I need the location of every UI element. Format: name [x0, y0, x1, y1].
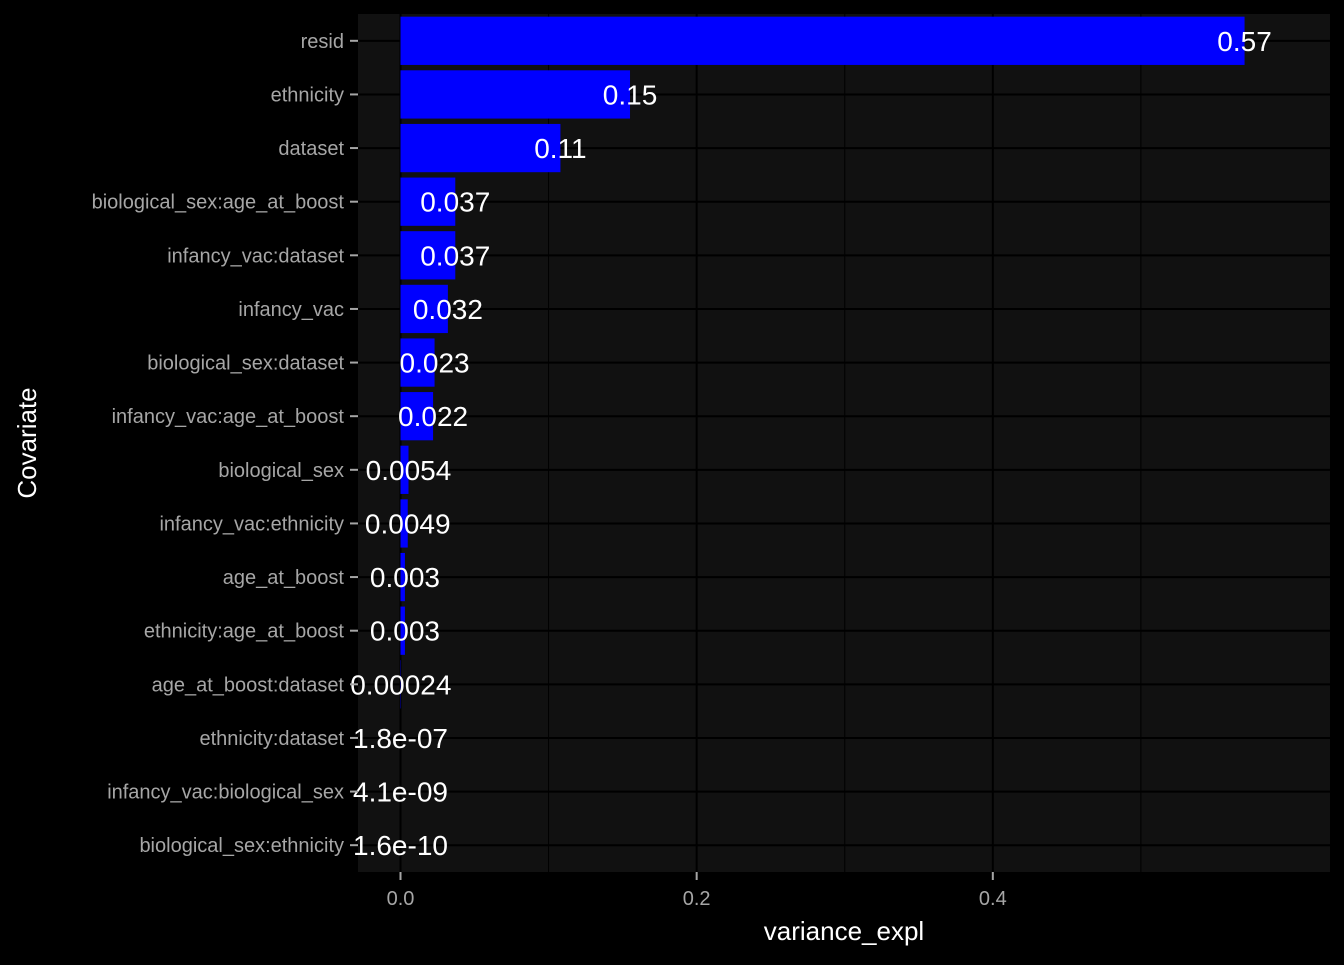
- category-label: ethnicity:age_at_boost: [144, 621, 345, 643]
- category-label: infancy_vac:age_at_boost: [112, 406, 345, 428]
- category-label: biological_sex:age_at_boost: [92, 192, 345, 214]
- value-label: 0.003: [370, 562, 440, 593]
- category-label: ethnicity:dataset: [199, 728, 344, 750]
- bar: [400, 17, 1244, 65]
- value-label: 0.037: [420, 240, 490, 271]
- value-label: 0.00024: [350, 669, 451, 700]
- category-label: infancy_vac:ethnicity: [159, 513, 344, 535]
- value-label: 0.15: [603, 79, 658, 110]
- value-label: 0.0054: [366, 455, 452, 486]
- category-label: biological_sex:ethnicity: [139, 835, 344, 857]
- value-label: 4.1e-09: [353, 777, 448, 808]
- x-tick-label: 0.4: [979, 888, 1007, 910]
- category-label: dataset: [278, 138, 344, 160]
- x-tick-label: 0.0: [387, 888, 415, 910]
- value-label: 0.11: [534, 133, 586, 164]
- x-tick-label: 0.2: [683, 888, 711, 910]
- category-label: infancy_vac:biological_sex: [107, 782, 344, 804]
- category-label: resid: [301, 31, 344, 53]
- category-label: age_at_boost:dataset: [152, 674, 345, 696]
- value-label: 0.037: [420, 187, 490, 218]
- value-label: 1.6e-10: [353, 830, 448, 861]
- x-axis-title: variance_expl: [764, 916, 924, 946]
- category-label: infancy_vac: [238, 299, 344, 321]
- value-label: 0.022: [398, 401, 468, 432]
- category-label: age_at_boost: [223, 567, 345, 589]
- value-label: 1.8e-07: [353, 723, 448, 754]
- category-label: infancy_vac:dataset: [167, 245, 344, 267]
- category-label: biological_sex:dataset: [147, 353, 344, 375]
- value-label: 0.003: [370, 616, 440, 647]
- value-label: 0.023: [400, 348, 470, 379]
- value-label: 0.032: [413, 294, 483, 325]
- value-label: 0.57: [1217, 26, 1272, 57]
- y-axis-title: Covariate: [12, 387, 42, 498]
- bar: [400, 70, 630, 118]
- value-label: 0.0049: [365, 508, 451, 539]
- category-label: biological_sex: [218, 460, 344, 482]
- category-label: ethnicity: [271, 84, 344, 106]
